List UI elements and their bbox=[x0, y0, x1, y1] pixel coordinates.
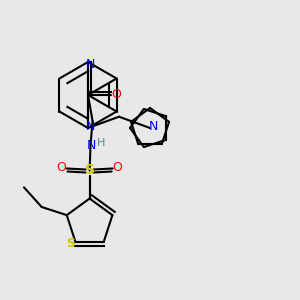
Text: N: N bbox=[148, 119, 158, 133]
Text: S: S bbox=[66, 238, 75, 250]
Text: O: O bbox=[113, 161, 123, 174]
Text: H: H bbox=[96, 138, 105, 148]
Text: O: O bbox=[111, 88, 121, 101]
Text: S: S bbox=[85, 164, 94, 178]
Text: O: O bbox=[56, 161, 66, 174]
Text: N: N bbox=[85, 121, 95, 134]
Text: N: N bbox=[85, 58, 95, 70]
Text: N: N bbox=[87, 139, 96, 152]
